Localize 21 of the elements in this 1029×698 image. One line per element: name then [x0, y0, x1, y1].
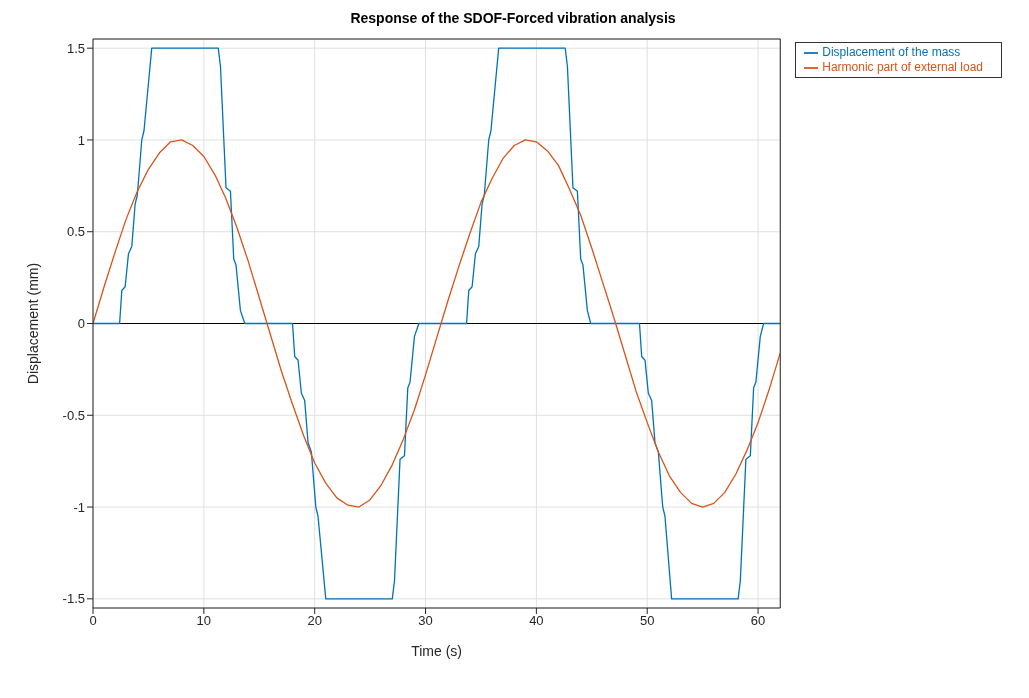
y-tick-label: 0.5: [66, 224, 85, 240]
line-series: [93, 47, 781, 600]
y-tick-label: 0: [77, 316, 85, 332]
legend-label: Displacement of the mass: [822, 45, 961, 59]
y-tick-label: 1.5: [66, 40, 85, 56]
x-tick-label: 0: [89, 613, 97, 629]
x-axis-title: Time (s): [411, 643, 463, 659]
line-series: [93, 139, 781, 508]
x-tick-label: 40: [529, 613, 544, 629]
y-tick-label: -1.5: [62, 591, 85, 607]
chart-title: Response of the SDOF-Forced vibration analysis: [349, 10, 677, 26]
x-tick-label: 20: [307, 613, 322, 629]
y-tick-label: -0.5: [62, 407, 85, 423]
x-tick-label: 10: [196, 613, 212, 629]
y-tick-label: -1: [73, 499, 85, 515]
x-tick-label: 30: [418, 613, 433, 629]
y-tick-label: 1: [77, 132, 85, 148]
y-axis-title: Displacement (mm): [24, 262, 41, 385]
legend-label: Harmonic part of external load: [822, 59, 983, 74]
x-tick-label: 50: [640, 613, 655, 629]
x-tick-label: 60: [750, 613, 766, 629]
